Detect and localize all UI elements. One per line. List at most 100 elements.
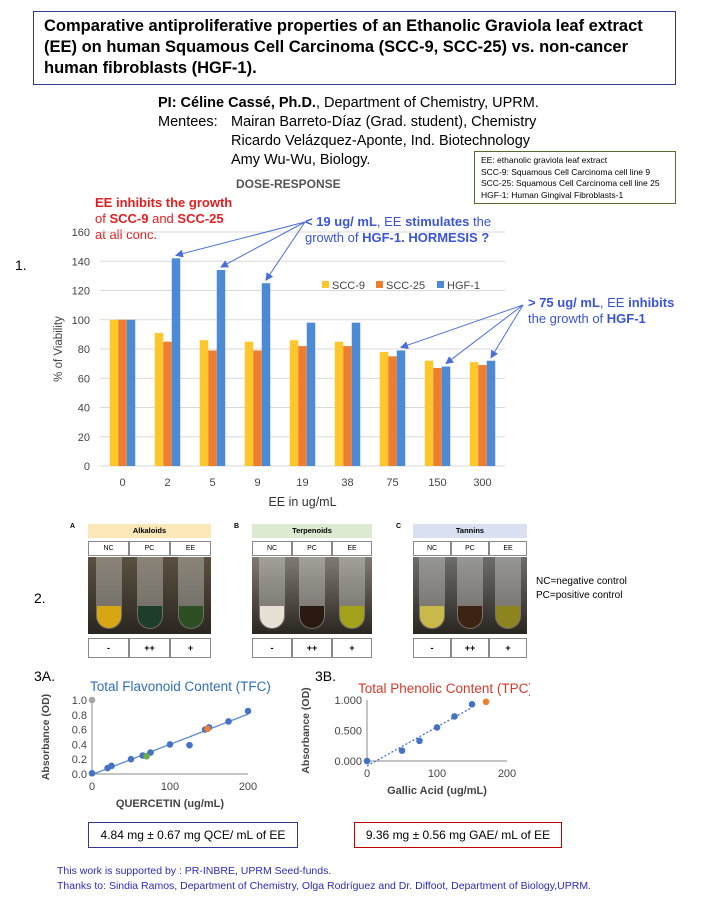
x-tick-label: 38 [341, 477, 353, 489]
legend-swatch [437, 281, 444, 288]
bar-scc-25 [298, 346, 307, 466]
x-tick-label: 0 [89, 781, 95, 793]
result-cell: ++ [451, 638, 489, 658]
result-row: - ++ + [88, 638, 211, 658]
annotation-arrow [490, 304, 524, 359]
control-header-cell: PC [129, 541, 170, 556]
note-blue-the: the [469, 214, 492, 229]
result-cell: + [332, 638, 372, 658]
test-tube [339, 557, 365, 629]
legend-label: HGF-1 [447, 280, 480, 292]
y-tick-label: 0.8 [72, 710, 87, 722]
legend-label: SCC-25 [386, 280, 425, 292]
tube-liquid [96, 606, 121, 628]
annotation-arrow [220, 221, 306, 268]
bar-scc-9 [199, 340, 209, 466]
test-tube [259, 557, 285, 629]
bar-hgf-1 [351, 322, 361, 466]
result-row: - ++ + [413, 638, 527, 658]
section-3b-number: 3B. [315, 668, 337, 684]
panel-letter: B [234, 523, 240, 530]
data-point [416, 737, 423, 745]
bar-scc-25 [163, 341, 172, 466]
mentees-label: Mentees: [158, 114, 218, 130]
y-tick-label: 140 [72, 256, 90, 268]
y-tick-label: 0.500 [334, 726, 362, 738]
mentee-2: Ricardo Velázquez-Aponte, Ind. Biotechno… [231, 133, 531, 149]
highlight-point [88, 696, 96, 704]
note-red-scc25: SCC-25 [177, 211, 224, 226]
panel-title: Terpenoids [252, 524, 372, 538]
tfc-chart: Total Flavonoid Content (TFC) 0.0 0.2 0.4 0.… [40, 679, 270, 810]
control-header-cell: EE [489, 541, 527, 556]
x-tick-label: 200 [239, 781, 257, 793]
tpc-chart: Total Phenolic Content (TPC) 0.000 0.500 1.… [300, 681, 530, 797]
x-axis-label: EE in ug/mL [268, 495, 336, 509]
y-tick-label: 100 [72, 315, 90, 327]
annotation-arrow [400, 304, 524, 349]
y-axis-label: % of Viability [53, 316, 65, 382]
result-cell: + [489, 638, 527, 658]
highlight-point [482, 698, 490, 706]
bar-hgf-1 [306, 322, 316, 466]
result-cell: ++ [129, 638, 170, 658]
data-point [433, 724, 441, 731]
bar-hgf-1 [216, 270, 226, 466]
tube-liquid [300, 606, 324, 628]
note-red-line3: at all conc. [95, 227, 158, 242]
y-tick-label: 1.000 [334, 695, 362, 707]
bar-scc-9 [109, 319, 119, 466]
tube-liquid [420, 606, 444, 628]
bar-scc-25 [388, 356, 397, 466]
y-tick-label: 20 [78, 432, 90, 444]
tube-liquid [260, 606, 284, 628]
tfc-result: 4.84 mg ± 0.67 mg QCE/ mL of EE [88, 822, 298, 848]
bar-scc-9 [244, 341, 254, 466]
result-cell: - [88, 638, 129, 658]
y-tick-label: 120 [72, 286, 90, 298]
bar-hgf-1 [441, 366, 451, 466]
data-point [127, 755, 135, 763]
chart-title: Total Flavonoid Content (TFC) [90, 679, 270, 694]
x-tick-label: 100 [428, 768, 446, 780]
note-ee-inhibits: EE inhibits the growth of SCC-9 and SCC-… [95, 195, 232, 243]
result-cell: ++ [292, 638, 332, 658]
tube-liquid [496, 606, 520, 628]
result-cell: - [252, 638, 292, 658]
note-blue-inhibits: inhibits [628, 295, 675, 310]
x-tick-label: 0 [119, 477, 125, 489]
note-red-and: and [148, 211, 178, 226]
highlight-point [204, 725, 211, 733]
note-blue-conc-low: < 19 ug/ mL [305, 214, 377, 229]
panel-title: Alkaloids [88, 524, 211, 538]
abbrev-ee: EE: ethanolic graviola leaf extract [481, 155, 608, 165]
data-point [88, 769, 96, 777]
x-tick-label: 19 [296, 477, 308, 489]
y-tick-label: 0 [84, 461, 90, 473]
pi-line: PI: Céline Cassé, Ph.D., Department of C… [158, 93, 539, 113]
y-tick-label: 160 [72, 227, 90, 239]
bar-hgf-1 [171, 258, 181, 466]
note-red-scc9: SCC-9 [109, 211, 149, 226]
note-red-line1: EE inhibits the growth [95, 195, 233, 210]
note-ee-inhibits-hgf: > 75 ug/ mL, EE inhibits the growth of H… [528, 295, 674, 327]
data-point [468, 700, 476, 708]
tube-photo [252, 557, 372, 634]
poster-title: Comparative antiproliferative properties… [33, 11, 676, 85]
x-axis-label: Gallic Acid (ug/mL) [387, 785, 487, 797]
y-axis-label: Absorbance (OD) [40, 694, 52, 780]
acknowledgments: Thanks to: Sindia Ramos, Department of C… [57, 880, 591, 892]
control-legend: NC=negative control PC=positive control [536, 575, 627, 603]
test-tube [419, 557, 445, 629]
bar-scc-25 [478, 365, 487, 466]
x-tick-label: 5 [209, 477, 215, 489]
bar-scc-25 [118, 319, 127, 466]
section-2-number: 2. [34, 590, 46, 606]
funding-note: This work is supported by : PR-INBRE, UP… [57, 865, 332, 877]
tube-photo [88, 557, 211, 634]
abbrev-scc25: SCC-25: Squamous Cell Carcinoma cell lin… [481, 178, 660, 188]
bar-scc-25 [433, 368, 442, 466]
control-header-row: NC PC EE [252, 541, 372, 556]
x-tick-label: 150 [428, 477, 446, 489]
data-point [186, 741, 193, 749]
